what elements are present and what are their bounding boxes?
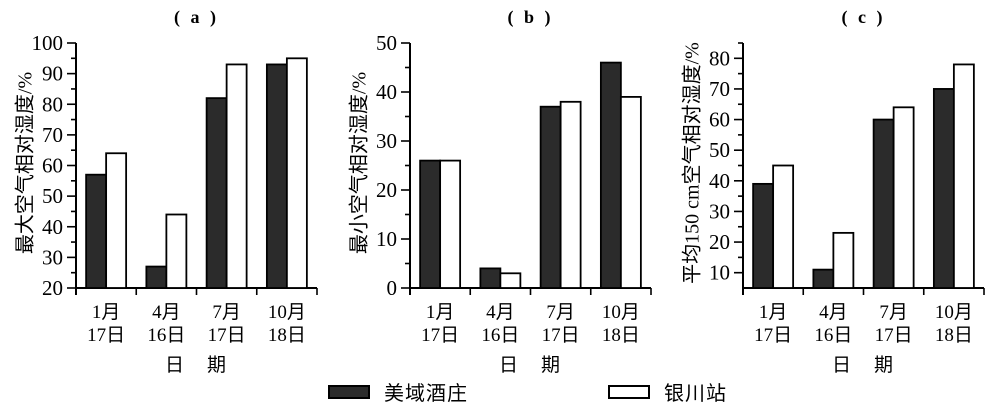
bar-meiyu-3 [599,61,622,289]
y-axis-label-c: 平均150 cm空气相对湿度/% [681,42,704,284]
x-category-label-line2: 16日 [481,325,519,346]
x-axis-label-b: 日 期 [498,355,562,376]
x-category-label-line1: 1月 [759,302,788,323]
legend-label-yinchuan: 银川站 [664,383,727,405]
x-category-label-line1: 10月 [268,302,306,323]
bar-yinchuan-0 [105,152,128,289]
y-tick-label: 40 [709,169,730,193]
x-category-label-line2: 18日 [602,325,640,346]
y-tick-label: 80 [709,46,730,70]
y-tick-label: 30 [42,245,63,269]
x-category-label-line1: 10月 [602,302,640,323]
x-category-label-line2: 17日 [421,325,459,346]
x-category-label-line2: 17日 [87,325,125,346]
y-tick-label: 20 [709,230,730,254]
bar-meiyu-2 [872,118,895,289]
legend-swatch-dark [328,384,370,399]
y-tick-label: 40 [42,215,63,239]
bar-yinchuan-2 [892,106,915,289]
x-category-label-line2: 16日 [814,325,852,346]
y-axis-label-a: 最大空气相对湿度/% [14,71,37,255]
bar-meiyu-1 [812,268,835,289]
y-tick-label: 60 [42,154,63,178]
x-category-label-line2: 18日 [935,325,973,346]
bar-yinchuan-1 [499,272,522,289]
x-axis-label-a: 日 期 [164,355,228,376]
chart-panel-a: ( a ) 20 30 40 50 60 70 80 90 100 1月 17日 4月 16日 7月 17日… [0,0,333,378]
y-tick-label: 50 [709,138,730,162]
x-category-label-line1: 4月 [486,302,515,323]
bar-yinchuan-0 [439,159,462,289]
y-tick-label: 0 [387,276,398,300]
x-category-label-line1: 7月 [212,302,241,323]
bar-yinchuan-2 [559,100,582,289]
legend-label-meiyu: 美域酒庄 [384,383,468,405]
chart-title-c: ( c ) [841,7,886,27]
x-category-label-line2: 17日 [208,325,246,346]
chart-panel-c: ( c ) 10 20 30 40 50 60 70 80 1月 17日 4月 16日 7月 17日 10月… [667,0,1000,378]
bar-meiyu-0 [419,159,442,289]
y-tick-label: 30 [376,129,397,153]
y-tick-label: 10 [709,261,730,285]
y-tick-label: 30 [709,199,730,223]
x-category-label-line2: 16日 [147,325,185,346]
y-tick-label: 50 [42,184,63,208]
bar-yinchuan-3 [285,57,308,289]
y-tick-label: 50 [376,31,397,55]
y-tick-label: 80 [42,92,63,116]
bar-yinchuan-2 [225,63,248,289]
y-tick-label: 70 [709,77,730,101]
bar-yinchuan-1 [165,213,188,289]
y-tick-label: 10 [376,227,397,251]
bar-meiyu-3 [265,63,288,289]
chart-title-b: ( b ) [507,7,554,27]
legend: 美域酒庄 银川站 [0,377,1000,406]
y-axis-label-b: 最小空气相对湿度/% [348,71,371,255]
bar-meiyu-0 [752,182,775,289]
bar-meiyu-0 [85,173,108,289]
x-category-label-line2: 17日 [754,325,792,346]
bar-meiyu-2 [205,97,228,289]
bar-meiyu-1 [479,267,502,289]
bar-meiyu-2 [539,105,562,289]
chart-title-a: ( a ) [174,7,219,27]
x-category-label-line1: 7月 [546,302,575,323]
chart-panel-b: ( b ) 0 10 20 30 40 50 1月 17日 4月 16日 7月 17日 10月 18日 最… [334,0,667,378]
legend-item-meiyu: 美域酒庄 [328,377,468,406]
x-category-label-line2: 17日 [875,325,913,346]
y-tick-label: 90 [42,62,63,86]
legend-item-yinchuan: 银川站 [608,377,727,406]
bar-meiyu-1 [145,265,168,289]
x-axis-label-c: 日 期 [831,355,895,376]
bar-yinchuan-3 [952,63,975,289]
x-category-label-line1: 1月 [426,302,455,323]
y-tick-label: 20 [42,276,63,300]
x-category-label-line1: 1月 [92,302,121,323]
x-category-label-line1: 10月 [935,302,973,323]
bar-yinchuan-3 [619,96,642,289]
legend-swatch-light [608,384,650,399]
bar-meiyu-3 [932,88,955,289]
x-category-label-line2: 17日 [542,325,580,346]
x-category-label-line1: 4月 [152,302,181,323]
y-tick-label: 20 [376,178,397,202]
y-tick-label: 100 [32,31,64,55]
x-category-label-line1: 4月 [819,302,848,323]
bar-yinchuan-0 [772,164,795,289]
bar-yinchuan-1 [832,231,855,289]
y-tick-label: 40 [376,80,397,104]
y-tick-label: 60 [709,108,730,132]
x-category-label-line2: 18日 [268,325,306,346]
y-tick-label: 70 [42,123,63,147]
x-category-label-line1: 7月 [879,302,908,323]
